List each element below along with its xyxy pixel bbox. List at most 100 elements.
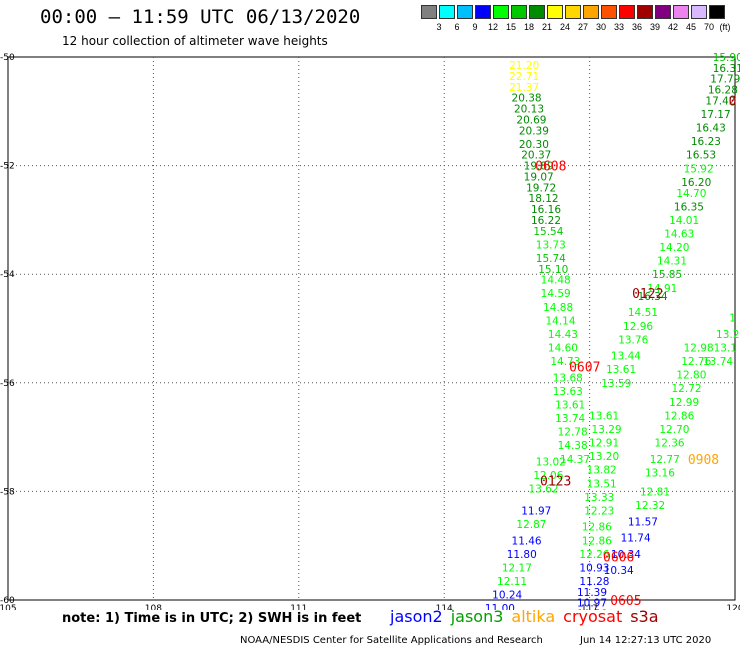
pass-time-label: 0607 <box>569 361 600 376</box>
wave-height-value: 13.61 <box>589 410 619 422</box>
wave-height-value: 13.82 <box>587 465 617 477</box>
scale-label: 27 <box>577 22 588 32</box>
wave-height-value: 11.28 <box>579 576 609 588</box>
wave-height-value: 11.74 <box>621 533 651 545</box>
wave-height-value: 13.74 <box>703 356 733 368</box>
scale-swatch <box>691 5 707 19</box>
wave-height-value: 16.20 <box>681 177 711 189</box>
pass-time-label: 0123 <box>540 475 571 490</box>
scale-label: 36 <box>631 22 642 32</box>
wave-height-value: 13.73 <box>536 239 566 251</box>
wave-height-value: 15.10 <box>538 264 568 276</box>
lon-tick-label: 111 <box>290 604 307 610</box>
wave-height-value: 14.70 <box>676 188 706 200</box>
scale-swatch <box>583 5 599 19</box>
pass-labels: 0608 0122 0607 0908 0123 0606 0605 0 <box>535 94 736 609</box>
wave-height-value: 14.91 <box>647 283 677 295</box>
wave-height-value: 17.17 <box>701 109 731 121</box>
wave-height-value: 15.92 <box>684 163 714 175</box>
wave-height-value: 10.34 <box>604 565 634 577</box>
lon-tick-label: 105 <box>0 604 17 610</box>
scale-label: 30 <box>595 22 606 32</box>
wave-height-value: 14.20 <box>659 242 689 254</box>
wave-height-value: 13.33 <box>584 492 614 504</box>
wave-height-value: 18.12 <box>529 193 559 205</box>
wave-height-value: 20.13 <box>514 104 544 116</box>
wave-height-value: 12.06 <box>533 470 563 482</box>
wave-height-value: 14.14 <box>545 315 575 327</box>
scale-label: 45 <box>685 22 696 32</box>
wave-height-value: 12.86 <box>582 522 612 534</box>
scale-swatch <box>421 5 437 19</box>
wave-height-value: 11.80 <box>507 549 537 561</box>
wave-height-value: 10.34 <box>611 549 641 561</box>
scale-swatch <box>493 5 509 19</box>
scale-swatch <box>655 5 671 19</box>
lon-tick-label: 114 <box>436 604 453 610</box>
map-title: 00:00 — 11:59 UTC 06/13/2020 <box>40 6 361 28</box>
wave-height-value: 21.20 <box>509 60 539 72</box>
wave-height-value: 17.79 <box>710 74 740 86</box>
wave-height-value: 10.24 <box>492 590 522 602</box>
lat-tick-label: -54 <box>0 270 15 280</box>
scale-swatch <box>673 5 689 19</box>
footer-note: note: 1) Time is in UTC; 2) SWH is in fe… <box>62 611 362 626</box>
legend-item-altika: altika <box>511 607 556 626</box>
scale-label: 21 <box>541 22 552 32</box>
wave-height-value: 11.97 <box>521 505 551 517</box>
lon-tick-label: 120 <box>726 604 740 610</box>
scale-swatch <box>457 5 473 19</box>
wave-height-value: 14.51 <box>628 307 658 319</box>
scale-unit: (ft) <box>719 22 731 32</box>
wave-height-value: 19.07 <box>524 171 554 183</box>
wave-height-value: 16.22 <box>531 215 561 227</box>
map-frame <box>7 56 736 601</box>
wave-height-value: 11.57 <box>628 516 658 528</box>
wave-height-value: 14.63 <box>664 228 694 240</box>
pass-time-label: 0608 <box>535 160 566 175</box>
wave-height-value: 13.76 <box>618 334 648 346</box>
wave-height-value: 20.38 <box>512 93 542 105</box>
scale-label: 33 <box>613 22 624 32</box>
wave-height-value: 12.98 <box>684 343 714 355</box>
map-grid <box>7 56 736 601</box>
wave-height-value: 12.78 <box>558 427 588 439</box>
scale-swatch <box>547 5 563 19</box>
wave-height-value: 12.70 <box>659 424 689 436</box>
wave-height-value: 12.77 <box>650 454 680 466</box>
legend-item-cryosat: cryosat <box>563 607 623 626</box>
pass-time-label: 0606 <box>603 551 634 566</box>
wave-height-value: 16.43 <box>696 123 726 135</box>
scale-label: 42 <box>667 22 678 32</box>
wave-height-value: 12.32 <box>635 500 665 512</box>
scale-swatch <box>439 5 455 19</box>
scale-swatch <box>709 5 725 19</box>
footer-credit: NOAA/NESDIS Center for Satellite Applica… <box>240 635 543 646</box>
lat-tick-label: -52 <box>0 162 15 172</box>
scale-label: 15 <box>505 22 516 32</box>
wave-height-value: 14.01 <box>669 215 699 227</box>
scale-swatch <box>565 5 581 19</box>
scale-label: 18 <box>523 22 534 32</box>
wave-height-value: 13.68 <box>553 372 583 384</box>
wave-height-value: 15.74 <box>536 253 566 265</box>
scale-label: 70 <box>703 22 714 32</box>
footer-timestamp: Jun 14 12:27:13 UTC 2020 <box>580 635 712 646</box>
wave-height-value: 16.31 <box>713 63 740 75</box>
wave-height-value: 16.53 <box>686 150 716 162</box>
scale-swatch <box>511 5 527 19</box>
wave-height-value: 12.11 <box>497 576 527 588</box>
wave-height-value: 16.16 <box>531 204 561 216</box>
wave-height-value: 19.89 <box>524 161 554 173</box>
wave-height-value: 13.02 <box>536 457 566 469</box>
scale-swatch <box>601 5 617 19</box>
wave-height-value: 13.63 <box>553 386 583 398</box>
wave-height-value: 10.97 <box>577 598 607 610</box>
wave-height-value: 11.39 <box>577 587 607 599</box>
wave-height-value: 12.26 <box>579 549 609 561</box>
wave-height-value: 12.36 <box>655 438 685 450</box>
lat-tick-label: -50 <box>0 53 15 63</box>
wave-height-value: 13.16 <box>645 467 675 479</box>
wave-height-value: 16.28 <box>708 85 738 97</box>
wave-height-value: 13.20 <box>589 451 619 463</box>
